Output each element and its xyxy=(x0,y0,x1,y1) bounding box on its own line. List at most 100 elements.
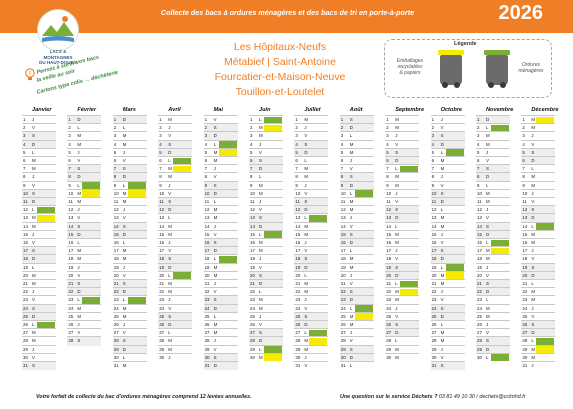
weekday-letter: J xyxy=(77,207,80,213)
day-number: 3 xyxy=(340,133,344,139)
day-number: 14 xyxy=(159,223,165,229)
day-number: 2 xyxy=(113,125,117,131)
day-row: 17 L xyxy=(339,246,374,255)
weekday-letter: M xyxy=(531,125,536,131)
weekday-letter: V xyxy=(168,305,172,311)
day-row: 20 L xyxy=(158,270,193,280)
day-number: 1 xyxy=(23,117,26,122)
day-row: 29 M xyxy=(158,344,193,354)
weekday-letter: M xyxy=(168,289,172,295)
tip-text: Cartons type colis → déchèterie xyxy=(36,69,119,96)
weekday-letter: V xyxy=(395,313,399,319)
weekday-letter: M xyxy=(213,322,218,327)
weekday-letter: S xyxy=(213,297,217,303)
year-label: 2026 xyxy=(498,2,544,24)
day-row: 30 J xyxy=(158,352,193,362)
day-number: 13 xyxy=(431,215,437,221)
weekday-letter: J xyxy=(531,133,534,139)
day-number: 26 xyxy=(23,322,28,327)
weekday-letter: M xyxy=(531,231,536,237)
weekday-letter: L xyxy=(440,149,444,155)
household-collection-mark xyxy=(400,165,419,173)
day-row: 16 L xyxy=(67,238,102,247)
weekday-letter: V xyxy=(531,313,535,319)
weekday-letter: M xyxy=(395,117,399,122)
day-number: 16 xyxy=(340,240,346,245)
day-number: 12 xyxy=(23,207,28,213)
day-row: 23 V xyxy=(22,295,56,304)
recyclable-collection-mark xyxy=(82,190,101,198)
weekday-letter: L xyxy=(395,166,398,172)
weekday-letter: V xyxy=(122,215,126,221)
household-collection-mark xyxy=(354,305,373,313)
weekday-letter: M xyxy=(395,297,399,303)
day-number: 21 xyxy=(159,281,165,286)
day-number: 4 xyxy=(295,141,298,147)
weekday-letter: M xyxy=(213,207,218,213)
day-row: 29 M xyxy=(385,344,420,354)
day-row: 23 D xyxy=(339,295,374,305)
day-number: 16 xyxy=(250,240,255,245)
weekday-letter: M xyxy=(168,174,172,180)
day-row: 31 M xyxy=(112,361,147,370)
weekday-letter: M xyxy=(259,240,263,245)
day-row: 18 J xyxy=(249,254,283,263)
day-number: 16 xyxy=(68,240,74,245)
household-collection-mark xyxy=(536,337,555,346)
weekday-letter: D xyxy=(77,231,81,237)
legend-household-label: Ordures ménagères xyxy=(518,62,544,74)
day-number: 14 xyxy=(431,223,437,229)
day-row: 21 L xyxy=(521,279,556,288)
day-number: 18 xyxy=(113,256,119,262)
weekday-letter: S xyxy=(122,281,126,286)
weekday-letter: M xyxy=(349,264,354,270)
day-number: 14 xyxy=(386,223,392,229)
day-number: 21 xyxy=(522,281,528,286)
day-number: 21 xyxy=(250,281,255,286)
weekday-letter: S xyxy=(486,281,489,286)
day-row: 29 J xyxy=(430,344,465,354)
day-number: 8 xyxy=(522,174,525,180)
day-number: 23 xyxy=(522,297,528,303)
day-row: 21 M xyxy=(22,279,56,288)
day-number: 10 xyxy=(159,190,165,196)
weekday-letter: J xyxy=(395,305,398,311)
weekday-letter: M xyxy=(259,354,263,360)
weekday-letter: S xyxy=(168,141,172,147)
day-number: 11 xyxy=(431,199,437,204)
day-number: 8 xyxy=(386,174,389,180)
commune-name: Touillon-et-Loutelet xyxy=(235,86,325,98)
weekday-letter: M xyxy=(349,199,354,204)
day-number: 25 xyxy=(295,313,301,319)
day-row: 12 S xyxy=(521,205,556,215)
weekday-letter: D xyxy=(531,215,535,221)
weekday-letter: D xyxy=(77,289,81,295)
day-number: 28 xyxy=(340,338,346,344)
day-number: 3 xyxy=(522,133,525,139)
day-row: 29 J xyxy=(22,344,56,354)
day-number: 4 xyxy=(159,141,162,147)
weekday-letter: L xyxy=(77,240,80,245)
day-row: 26 J xyxy=(67,320,102,329)
weekday-letter: M xyxy=(486,305,490,311)
day-number: 1 xyxy=(204,117,208,122)
weekday-letter: S xyxy=(213,182,217,188)
day-number: 18 xyxy=(68,256,74,262)
weekday-letter: S xyxy=(531,149,535,155)
day-number: 10 xyxy=(113,190,119,196)
day-row: 17 S xyxy=(430,246,465,256)
day-number: 31 xyxy=(340,363,346,368)
